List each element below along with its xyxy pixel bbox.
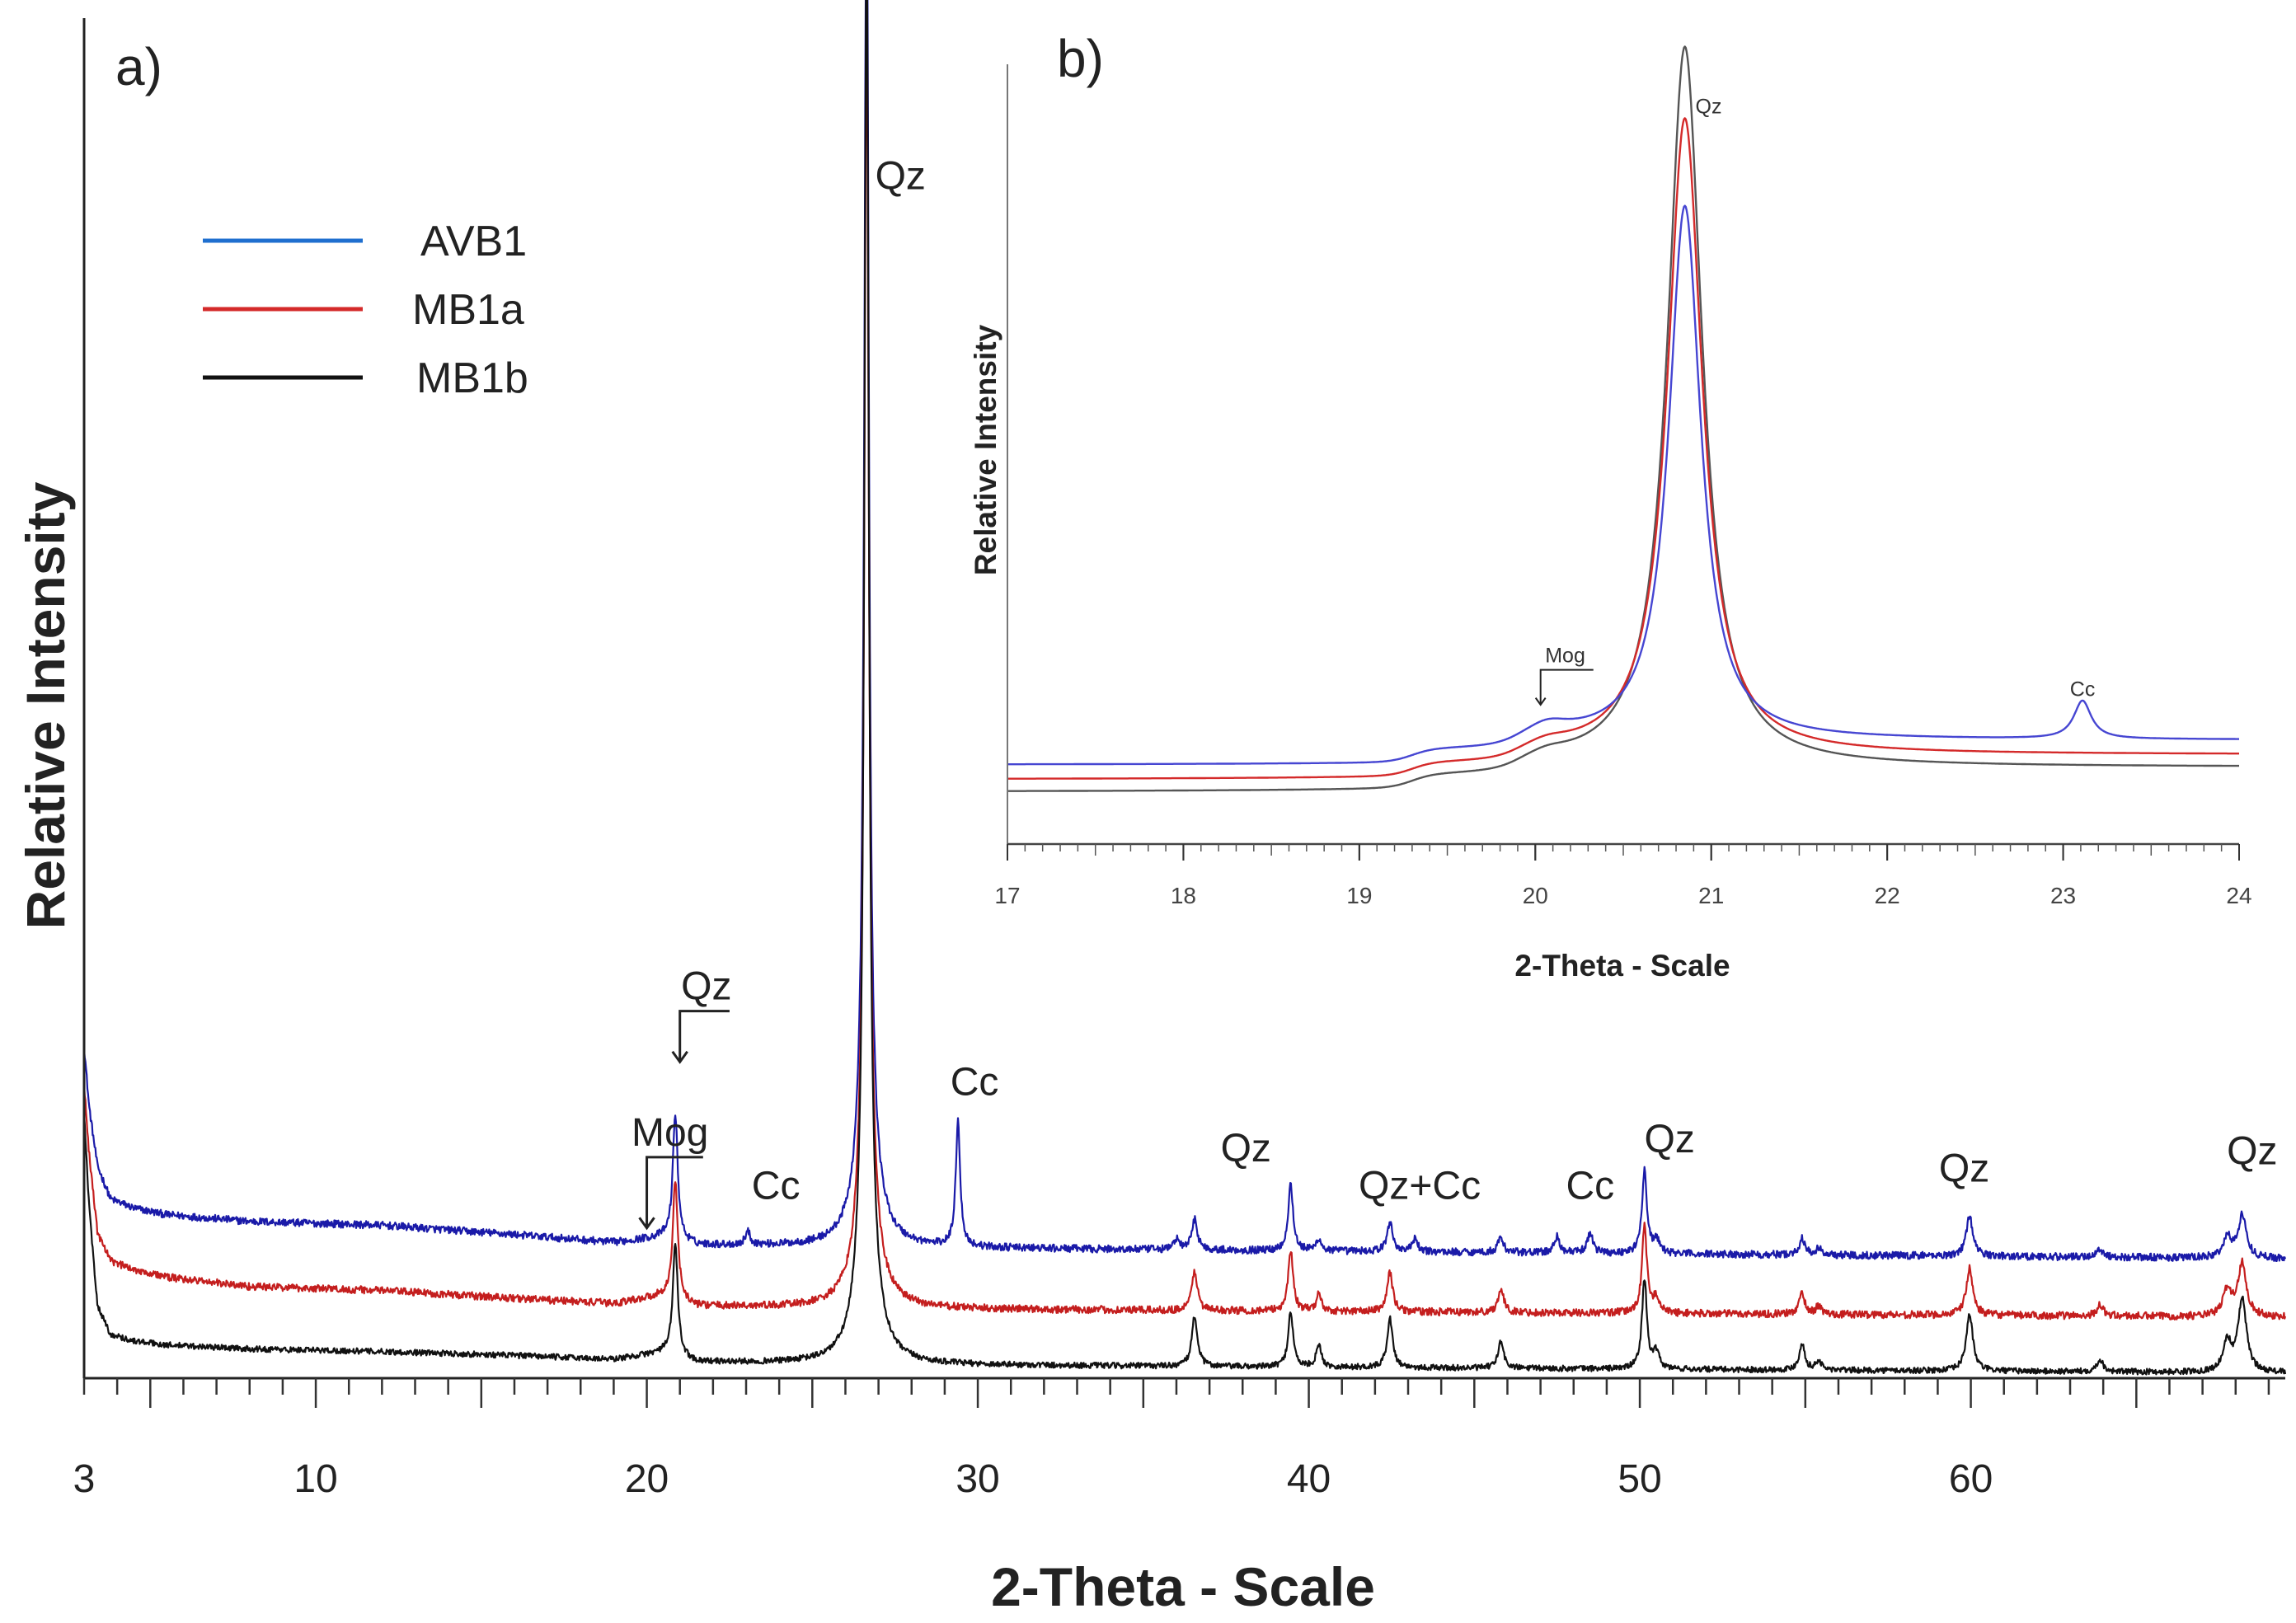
panel-a-annotation-mog-2-arrowhead — [638, 1217, 655, 1231]
panel-a-tick-label-30: 30 — [955, 1457, 999, 1501]
panel-a-annotation-qz-cc-6: Qz+Cc — [1359, 1164, 1481, 1208]
panel-b-y-axis-title: Relative Intensity — [969, 324, 1002, 575]
panel-b-series-avb1 — [1007, 204, 2240, 766]
legend: AVB1 MB1a MB1b — [203, 218, 528, 402]
panel-a-annotation-mog-2: Mog — [632, 1111, 708, 1155]
panel-b-annotation-qz-0: Qz — [1696, 95, 1722, 118]
legend-label-mb1a: MB1a — [412, 286, 524, 334]
legend-label-mb1b: MB1b — [416, 354, 528, 402]
panel-a-y-axis-title: Relative Intensity — [15, 481, 76, 929]
panel-a-tick-label-20: 20 — [625, 1457, 669, 1501]
panel-a-annotation-qz-0: Qz — [876, 154, 926, 198]
panel-b-annotations: Qz Cc Mog — [1534, 95, 2096, 706]
panel-a-chart: a) 3 10 20 30 40 50 60 AVB1 MB1a MB1b Qz Qz Mog C… — [15, 0, 2287, 1617]
panel-a-annotation-qz-1-bracket — [678, 1010, 730, 1062]
panel-a-annotation-qz-9: Qz — [1939, 1147, 1989, 1190]
panel-b-annotation-mog-2: Mog — [1545, 645, 1585, 668]
panel-a-annotation-qz-1: Qz — [681, 965, 731, 1009]
panel-b-series-mb1a — [1007, 117, 2240, 780]
panel-a-series-group — [82, 0, 2287, 1376]
panel-a-series-mb1a — [82, 5, 2287, 1320]
panel-b-x-ticks: 17 18 19 20 21 22 23 24 — [994, 844, 2252, 908]
panel-a-annotation-qz-10: Qz — [2227, 1129, 2277, 1173]
panel-b-tick-label-23: 23 — [2050, 883, 2076, 908]
panel-b-tick-label-18: 18 — [1171, 883, 1196, 908]
panel-a-tick-label-50: 50 — [1618, 1457, 1661, 1501]
legend-label-avb1: AVB1 — [420, 218, 527, 265]
panel-b-tick-label-22: 22 — [1875, 883, 1900, 908]
panel-b-annotation-cc-1: Cc — [2070, 678, 2096, 701]
panel-b-series-group — [1007, 45, 2240, 792]
panel-a-tick-label-60: 60 — [1949, 1457, 1993, 1501]
panel-b-annotation-mog-2-arrowhead — [1534, 697, 1547, 706]
panel-b-tick-label-20: 20 — [1523, 883, 1548, 908]
panel-a-axes: 3 10 20 30 40 50 60 — [73, 18, 2285, 1501]
panel-a-x-axis-title: 2-Theta - Scale — [991, 1556, 1375, 1617]
panel-a-annotation-cc-3: Cc — [752, 1164, 801, 1208]
panel-a-annotation-qz-1-arrowhead — [671, 1050, 688, 1064]
panel-b-axes: 17 18 19 20 21 22 23 24 — [994, 64, 2252, 908]
panel-a-series-mb1b — [82, 0, 2287, 1376]
panel-a-tick-label-3: 3 — [73, 1457, 96, 1501]
panel-b-tick-label-17: 17 — [994, 883, 1020, 908]
panel-a-annotation-cc-4: Cc — [951, 1061, 999, 1105]
panel-a-annotation-qz-8: Qz — [1645, 1118, 1695, 1161]
panel-b-tick-label-24: 24 — [2226, 883, 2251, 908]
panel-b-inset-chart: b) 17 18 19 20 21 22 23 24 Qz Cc Mog 2-Theta - Sc… — [969, 29, 2252, 983]
panel-a-annotation-mog-2-bracket — [646, 1156, 703, 1228]
panel-b-label: b) — [1057, 29, 1104, 88]
panel-a-label: a) — [115, 37, 162, 96]
panel-a-tick-label-10: 10 — [293, 1457, 337, 1501]
panel-a-annotation-qz-5: Qz — [1221, 1127, 1271, 1170]
panel-b-tick-label-19: 19 — [1346, 883, 1372, 908]
panel-a-x-ticks: 3 10 20 30 40 50 60 — [73, 1378, 2270, 1501]
panel-a-tick-label-40: 40 — [1287, 1457, 1331, 1501]
panel-a-annotation-cc-7: Cc — [1566, 1164, 1615, 1208]
panel-b-x-axis-title: 2-Theta - Scale — [1514, 949, 1730, 983]
panel-b-tick-label-21: 21 — [1698, 883, 1724, 908]
panel-a-series-avb1 — [82, 0, 2287, 1262]
panel-b-annotation-mog-2-bracket — [1539, 668, 1594, 706]
panel-a-annotations: Qz Qz Mog Cc Cc Qz Qz+Cc Cc Qz Qz Qz — [632, 154, 2278, 1231]
